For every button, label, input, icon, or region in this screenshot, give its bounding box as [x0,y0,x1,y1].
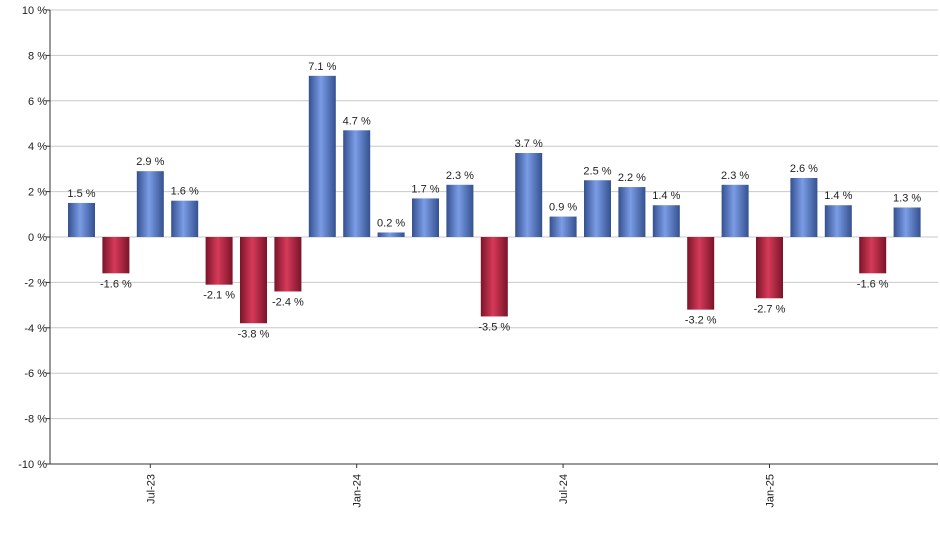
bar-feb-25 [790,177,818,237]
bar-feb-24 [377,232,405,237]
data-label: -3.8 % [238,328,270,340]
data-label: 1.7 % [411,183,439,195]
data-label: 3.7 % [515,138,543,150]
bar-oct-23 [240,237,267,324]
bar-mar-25 [824,205,852,237]
data-label: 2.5 % [583,165,611,177]
data-label: 2.3 % [721,170,749,182]
y-tick-label: -10 % [18,459,47,471]
data-label: 1.3 % [893,192,921,204]
x-axis-ticks: Jul-23 Jan-24 Jul-24 Jan-25 [145,464,777,508]
data-label: -2.1 % [203,290,235,302]
data-label: 2.9 % [136,156,164,168]
x-tick-label: Jan-24 [352,474,364,508]
y-tick-label: 4 % [28,141,47,153]
y-tick-label: 8 % [28,50,47,62]
y-tick-label: -2 % [24,277,47,289]
bar-jul-24 [549,216,577,237]
data-label: 2.3 % [446,170,474,182]
data-label: -2.4 % [272,296,304,308]
y-tick-label: 2 % [28,187,47,199]
data-labels: 1.5 % -1.6 % 2.9 % 1.6 % -2.1 % -3.8 % -2.4 % 7… [67,61,921,340]
y-tick-label: 10 % [22,5,47,17]
data-label: 2.2 % [618,172,646,184]
bar-apr-24 [446,184,474,237]
data-label: -3.5 % [478,321,510,333]
y-tick-label: -8 % [24,414,47,426]
bar-sep-24 [618,187,646,237]
data-label: -1.6 % [857,278,889,290]
bar-nov-24 [687,237,715,310]
data-label: 1.4 % [652,190,680,202]
y-tick-label: -4 % [24,323,47,335]
data-label: 1.4 % [824,190,852,202]
bar-jan-25 [756,237,783,299]
data-label: 0.9 % [549,202,577,214]
data-label: 4.7 % [343,115,371,127]
bar-jun-24 [515,153,543,237]
data-label: 1.5 % [67,188,95,200]
data-label: -1.6 % [100,278,132,290]
bar-aug-23 [171,200,199,237]
bar-nov-23 [274,237,302,292]
bars [68,75,921,324]
bar-sep-23 [205,237,233,285]
bar-may-25 [893,207,921,237]
y-tick-label: 6 % [28,96,47,108]
bar-oct-24 [652,205,680,237]
axes [49,10,938,465]
bar-jul-23 [136,171,164,237]
data-label: -3.2 % [685,315,717,327]
data-label: 1.6 % [171,186,199,198]
x-tick-label: Jul-24 [558,474,570,504]
bar-aug-24 [584,180,611,237]
data-label: 2.6 % [790,163,818,175]
bar-apr-25 [859,237,887,274]
bar-jun-23 [102,237,130,274]
bar-may-23 [68,202,95,237]
bar-mar-24 [412,198,439,237]
y-axis-ticks: 10 % 8 % 6 % 4 % 2 % 0 % -2 % -4 % -6 % -8 % -10 % [18,5,50,471]
data-label: 0.2 % [377,217,405,229]
y-tick-label: -6 % [24,368,47,380]
bar-dec-23 [308,75,336,237]
bar-may-24 [480,237,508,317]
x-tick-label: Jul-23 [145,474,157,504]
data-label: -2.7 % [754,303,786,315]
data-label: 7.1 % [308,61,336,73]
x-tick-label: Jan-25 [765,474,777,508]
bar-dec-24 [721,184,749,237]
y-tick-label: 0 % [28,232,47,244]
bar-jan-24 [343,130,371,237]
